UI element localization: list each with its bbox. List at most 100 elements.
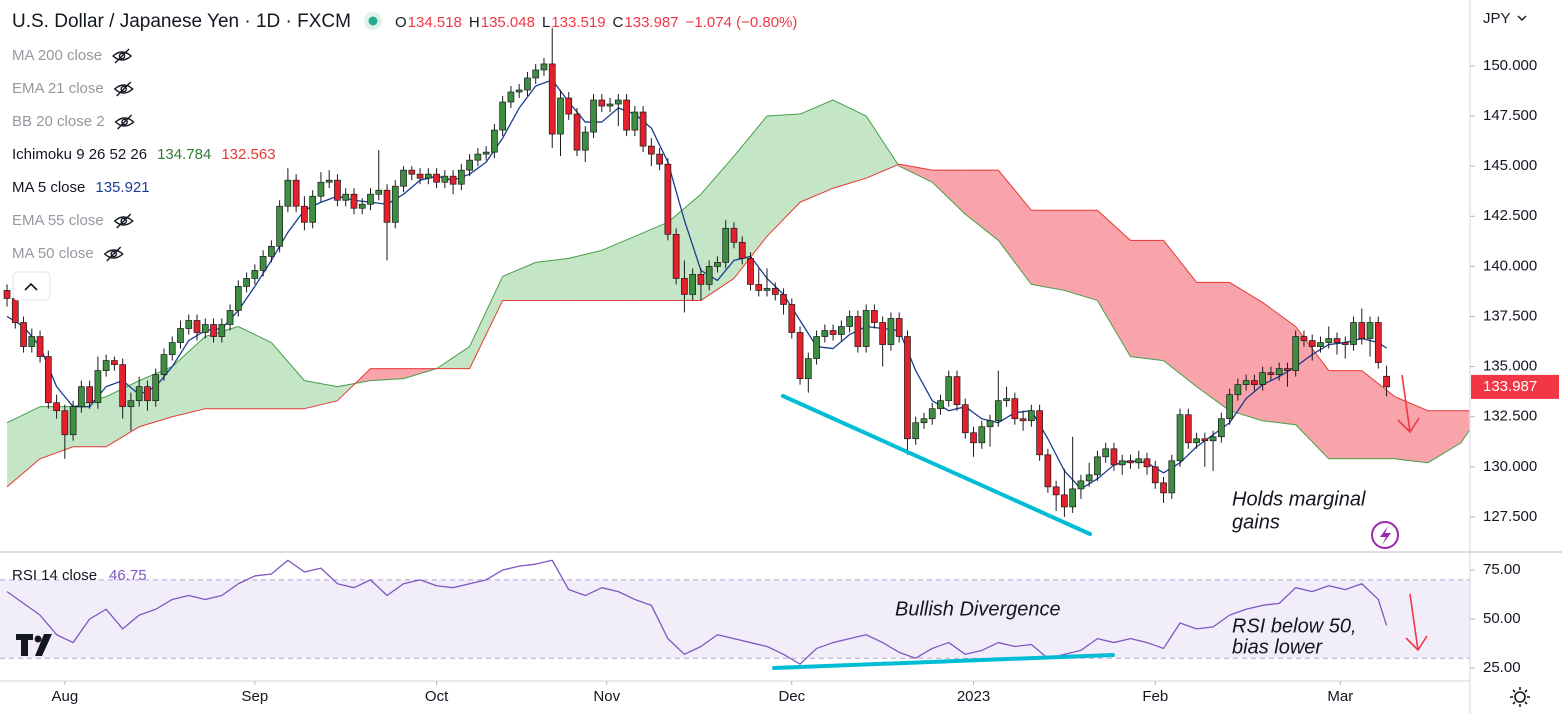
candle-body: [168, 342, 176, 355]
eye-pupil: [121, 118, 128, 126]
candle-body: [482, 151, 490, 155]
candle-body: [234, 286, 242, 311]
rsi-legend-name: RSI 14 close: [12, 567, 97, 584]
candle-body: [507, 91, 515, 103]
candle-body: [598, 99, 606, 107]
candle-body: [11, 298, 19, 323]
candle-body: [375, 189, 383, 195]
candle-body: [1184, 414, 1192, 444]
candle-body: [111, 360, 118, 365]
candle-body: [581, 131, 589, 151]
eye-slash: [114, 48, 130, 64]
candle-body: [449, 175, 457, 185]
candle-body: [424, 173, 432, 179]
collapse-button[interactable]: [12, 271, 51, 301]
candle-body: [986, 420, 994, 428]
cloud-fill: [634, 222, 668, 301]
visibility-toggle[interactable]: [113, 81, 134, 97]
candle-body: [210, 324, 217, 337]
candle-body: [1383, 375, 1390, 388]
annotation: RSI below 50,: [1232, 615, 1357, 637]
candle-body: [350, 193, 358, 209]
x-tick-label: 2023: [957, 688, 990, 705]
candle-body: [1251, 380, 1258, 385]
x-tick-label: Oct: [425, 688, 449, 705]
settings-icon[interactable]: [1510, 687, 1530, 707]
alert-icon[interactable]: [1371, 521, 1399, 549]
indicator-name: EMA 55 close: [12, 212, 104, 229]
y-tick-label: 147.500: [1483, 107, 1537, 124]
candle-body: [160, 354, 168, 375]
candle-body: [912, 422, 920, 440]
y-tick-label: 150.000: [1483, 57, 1537, 74]
candle-body: [1118, 460, 1126, 466]
tradingview-logo: [16, 634, 52, 656]
candle-body: [1011, 398, 1019, 420]
candle-body: [681, 278, 688, 295]
candle-body: [28, 336, 36, 347]
y-tick-label: 25.00: [1483, 659, 1521, 676]
candle-body: [416, 173, 424, 179]
last-price-label: 133.987: [1483, 378, 1537, 395]
y-tick-label: 140.000: [1483, 257, 1537, 274]
visibility-toggle[interactable]: [114, 114, 135, 130]
candle-body: [515, 89, 523, 93]
candle-body: [284, 179, 292, 207]
x-tick-label: Nov: [593, 688, 620, 705]
visibility-toggle[interactable]: [103, 246, 124, 262]
candle-body: [367, 193, 374, 205]
candle-body: [36, 336, 44, 357]
candle-body: [1366, 322, 1374, 339]
candle-body: [871, 310, 878, 323]
candle-body: [1085, 474, 1093, 482]
cloud-fill: [469, 276, 503, 369]
ohlc-value: 133.987: [624, 14, 678, 31]
candle-body: [854, 316, 862, 347]
candle-body: [838, 326, 845, 335]
candle-body: [672, 233, 680, 279]
cloud-fill: [1328, 370, 1362, 459]
candle-body: [301, 205, 308, 223]
candle-body: [631, 111, 639, 131]
ohlc-label: H: [469, 14, 480, 31]
cloud-fill: [767, 114, 801, 237]
visibility-toggle[interactable]: [112, 48, 133, 64]
candle-body: [714, 262, 721, 267]
candle-body: [813, 336, 820, 359]
currency-menu-chevron[interactable]: [1517, 15, 1527, 21]
candle-body: [20, 322, 27, 347]
candle-body: [796, 332, 804, 379]
candle-body: [1168, 460, 1176, 494]
candle-body: [309, 195, 317, 223]
cloud-fill: [1163, 240, 1197, 387]
cloud-fill: [1295, 326, 1329, 459]
eye-pupil: [110, 250, 118, 258]
candle-body: [1160, 482, 1167, 494]
visibility-toggle[interactable]: [113, 213, 134, 229]
y-tick-label: 135.000: [1483, 358, 1537, 375]
cloud-fill: [866, 116, 899, 179]
x-tick-label: Mar: [1327, 688, 1353, 705]
rsi-legend-value: 46.75: [109, 567, 147, 584]
cloud-fill: [172, 336, 206, 417]
candle-body: [1226, 394, 1233, 420]
candle-body: [1143, 458, 1151, 468]
candle-body: [1135, 458, 1143, 464]
cloud-fill: [932, 170, 966, 215]
currency: JPY: [1483, 10, 1511, 27]
candle-body: [1127, 460, 1134, 464]
candle-body: [458, 169, 465, 185]
y-tick-label: 137.500: [1483, 307, 1537, 324]
cloud-fill: [1427, 410, 1461, 463]
candle-body: [1193, 438, 1200, 444]
market-status-dot: [368, 16, 378, 26]
trend-line: [772, 653, 1115, 670]
y-tick-label: 127.500: [1483, 508, 1537, 525]
candle-body: [499, 101, 507, 131]
indicator-name: BB 20 close 2: [12, 113, 105, 130]
candle-body: [177, 328, 184, 343]
ohlc-value: 134.518: [408, 14, 462, 31]
candle-body: [1259, 372, 1267, 385]
candle-body: [1028, 410, 1035, 422]
